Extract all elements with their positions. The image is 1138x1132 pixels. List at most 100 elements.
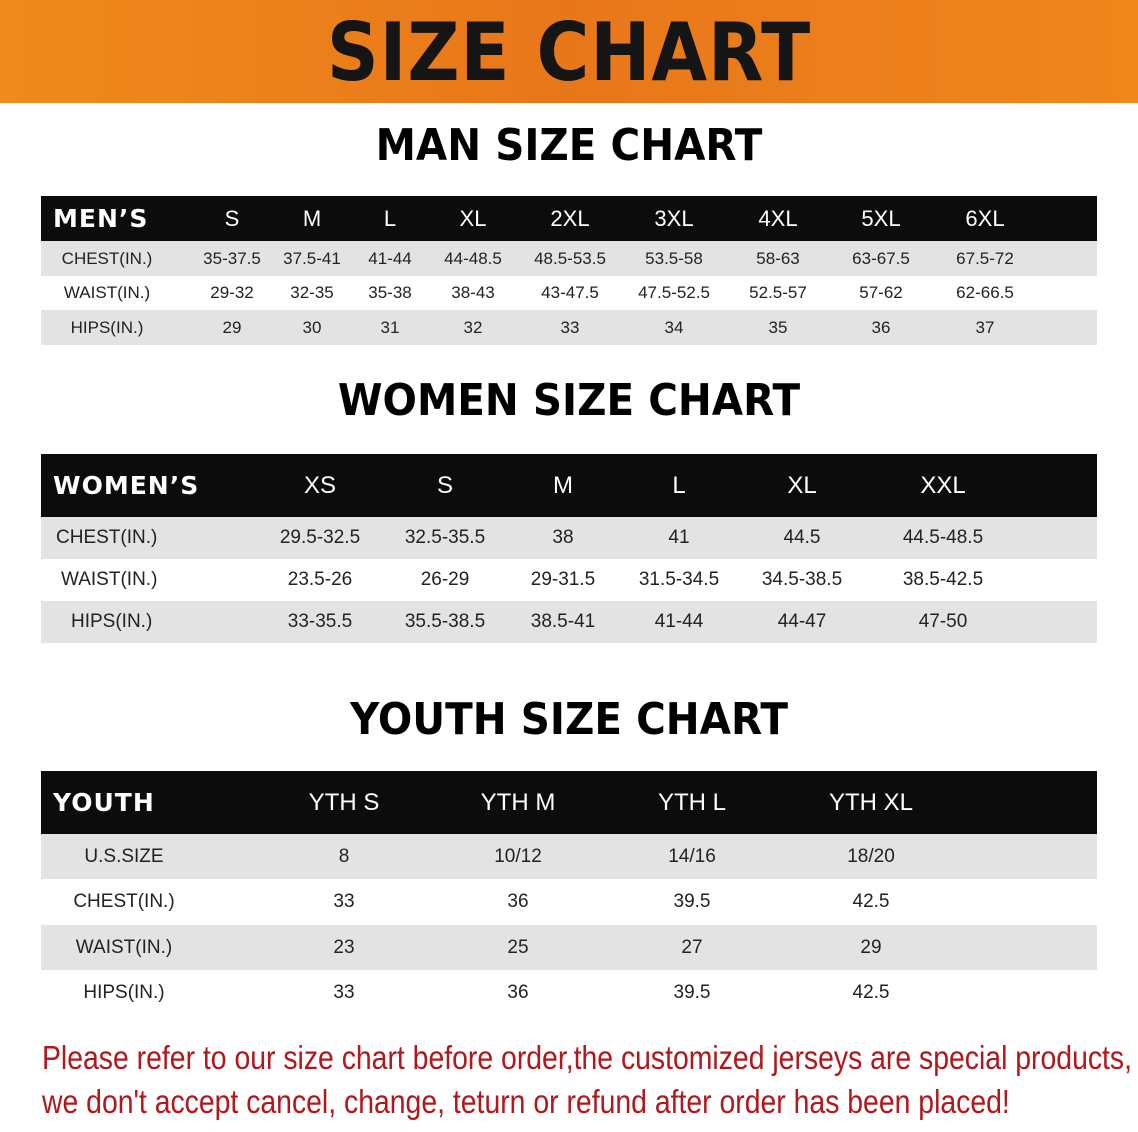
row-label: CHEST(IN.) [56, 527, 158, 548]
table-cell: 32.5-35.5 [404, 527, 486, 548]
table-cell: 23 [333, 936, 355, 958]
table-cell: 32-35 [290, 283, 334, 302]
row-label: HIPS(IN.) [71, 611, 153, 632]
youth-section-title: YOUTH SIZE CHART [350, 694, 788, 745]
size-header-l: L [383, 205, 397, 231]
row-label: CHEST(IN.) [73, 891, 175, 912]
row-label: CHEST(IN.) [61, 248, 153, 268]
table-cell: 32 [463, 317, 483, 337]
size-header-xs: XS [303, 471, 337, 499]
table-cell: 29-31.5 [530, 569, 596, 590]
table-cell: 33 [560, 317, 580, 337]
women-section-title: WOMEN SIZE CHART [337, 375, 801, 426]
table-cell: 44-48.5 [444, 248, 502, 268]
youth-size-table: YOUTH YTH S YTH M YTH L YTH XL U.S.SIZE 8 10/12… [41, 771, 1097, 1016]
table-cell: 43-47.5 [541, 283, 599, 302]
table-cell: 29.5-32.5 [279, 527, 361, 548]
header-label: WOMEN’S [53, 471, 200, 500]
table-header-row: YOUTH YTH S YTH M YTH L YTH XL [41, 771, 1097, 834]
table-cell: 38 [552, 527, 574, 548]
size-header-m: M [302, 205, 322, 231]
table-cell: 35-38 [368, 283, 412, 302]
table-cell: 31.5-34.5 [638, 569, 720, 590]
size-header-l: L [672, 471, 686, 499]
table-cell: 29 [222, 317, 242, 337]
table-cell: 36 [871, 317, 891, 337]
table-header-row: MEN’S S M L XL 2XL 3XL 4XL 5XL 6XL [41, 196, 1097, 241]
table-cell: 52.5-57 [749, 283, 807, 302]
table-cell: 67.5-72 [956, 248, 1014, 268]
table-cell: 35 [768, 317, 788, 337]
table-cell: 34 [664, 317, 684, 337]
size-header-xl: XL [787, 471, 817, 499]
table-header-row: WOMEN’S XS S M L XL XXL [41, 454, 1097, 517]
table-cell: 42.5 [852, 981, 890, 1003]
table-cell: 38.5-41 [530, 611, 596, 632]
table-cell: 27 [681, 936, 703, 958]
table-row: HIPS(IN.) 33-35.5 35.5-38.5 38.5-41 41-44 44-… [41, 601, 1097, 643]
table-cell: 29-32 [210, 283, 254, 302]
size-header-yth-s: YTH S [308, 788, 380, 816]
size-header-xxl: XXL [920, 471, 966, 499]
table-row: CHEST(IN.) 29.5-32.5 32.5-35.5 38 41 44.5 44.5… [41, 517, 1097, 559]
table-cell: 29 [860, 936, 882, 958]
size-header-2xl: 2XL [550, 205, 590, 231]
table-cell: 39.5 [673, 891, 711, 912]
table-row: HIPS(IN.) 29 30 31 32 33 34 35 36 37 [41, 310, 1097, 345]
table-cell: 35-37.5 [203, 248, 261, 268]
table-cell: 8 [338, 845, 350, 867]
table-cell: 10/12 [494, 845, 542, 867]
notice-line-1: Please refer to our size chart before or… [42, 1039, 1133, 1076]
size-header-s: S [436, 471, 454, 499]
table-cell: 23.5-26 [287, 569, 353, 590]
size-header-xl: XL [459, 205, 487, 231]
table-cell: 36 [507, 981, 529, 1003]
notice-line-2: we don't accept cancel, change, teturn o… [42, 1083, 1010, 1120]
row-label: WAIST(IN.) [63, 283, 151, 302]
table-cell: 41-44 [654, 611, 704, 632]
men-section-title: MAN SIZE CHART [375, 120, 763, 171]
table-cell: 42.5 [852, 891, 890, 912]
table-cell: 41 [668, 527, 690, 548]
table-cell: 53.5-58 [645, 248, 703, 268]
table-cell: 39.5 [673, 981, 711, 1003]
table-cell: 62-66.5 [956, 283, 1014, 302]
row-label: U.S.SIZE [84, 845, 164, 867]
table-cell: 36 [507, 891, 529, 912]
table-cell: 31 [380, 317, 400, 337]
table-cell: 47-50 [918, 611, 968, 632]
table-cell: 33 [333, 891, 355, 912]
size-header-6xl: 6XL [965, 205, 1005, 231]
table-cell: 41-44 [368, 248, 412, 268]
table-cell: 30 [302, 317, 322, 337]
table-cell: 44.5 [783, 527, 821, 548]
table-cell: 57-62 [859, 283, 903, 302]
header-label: YOUTH [53, 788, 155, 817]
women-size-table: WOMEN’S XS S M L XL XXL CHEST(IN.) 29.5-32.5 32.5… [41, 454, 1097, 644]
banner-title: SIZE CHART [326, 6, 812, 99]
table-row: WAIST(IN.) 29-32 32-35 35-38 38-43 43-47.5 47.… [41, 276, 1097, 310]
table-row: U.S.SIZE 8 10/12 14/16 18/20 [41, 834, 1097, 879]
row-label: HIPS(IN.) [83, 981, 165, 1003]
table-cell: 18/20 [847, 845, 895, 867]
size-header-m: M [553, 471, 573, 499]
table-cell: 38.5-42.5 [902, 569, 984, 590]
table-cell: 33-35.5 [287, 611, 353, 632]
table-cell: 35.5-38.5 [404, 611, 486, 632]
size-header-5xl: 5XL [861, 205, 901, 231]
table-cell: 26-29 [420, 569, 470, 590]
table-row: HIPS(IN.) 33 36 39.5 42.5 [41, 970, 1097, 1015]
table-cell: 33 [333, 981, 355, 1003]
table-cell: 44.5-48.5 [902, 527, 984, 548]
row-label: WAIST(IN.) [75, 936, 173, 958]
table-cell: 44-47 [777, 611, 827, 632]
table-cell: 63-67.5 [852, 248, 910, 268]
header-label: MEN’S [53, 204, 149, 233]
table-row: CHEST(IN.) 35-37.5 37.5-41 41-44 44-48.5 48.5… [41, 241, 1097, 276]
table-row: CHEST(IN.) 33 36 39.5 42.5 [41, 879, 1097, 925]
size-header-yth-xl: YTH XL [828, 788, 914, 816]
row-label: HIPS(IN.) [70, 317, 144, 337]
table-cell: 14/16 [668, 845, 716, 867]
men-size-table: MEN’S S M L XL 2XL 3XL 4XL 5XL 6XL CHEST(IN.) 35-37… [41, 196, 1097, 346]
table-cell: 38-43 [451, 283, 495, 302]
